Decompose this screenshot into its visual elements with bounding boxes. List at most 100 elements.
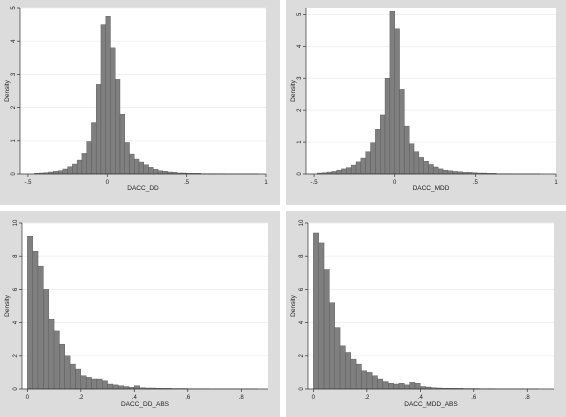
histogram-bar [388, 382, 394, 390]
y-axis-title: Density [4, 294, 11, 316]
y-tick-label: 2 [299, 353, 305, 357]
histogram-bar [452, 171, 458, 175]
histogram-bar [102, 380, 108, 390]
histogram-bar [414, 382, 421, 390]
histogram-bar [53, 171, 59, 175]
histogram-bar [148, 167, 154, 175]
histogram-bar [95, 84, 102, 175]
histogram-bar [428, 164, 434, 175]
histogram-bar [48, 319, 55, 390]
chart-svg-dacc-mdd-abs: 0 2 4 6 8 10 0 .2 .4 .6 .8 DACC_MDD_ABS Density [290, 219, 554, 408]
histogram-bar [62, 168, 68, 175]
histogram-bar [157, 170, 164, 175]
y-tick-label: 10 [299, 219, 305, 226]
histogram-bar [418, 157, 424, 175]
histogram-bar [67, 166, 73, 175]
histogram-bar [143, 164, 149, 175]
y-tick-label: 6 [299, 287, 305, 291]
histogram-bar [124, 142, 130, 175]
histogram-bar [153, 169, 159, 175]
histogram-bar [331, 171, 337, 175]
histogram-bar [384, 78, 391, 175]
x-tick-label: .4 [418, 395, 424, 401]
histogram-bar [129, 153, 135, 175]
histogram-bar [393, 383, 400, 390]
y-tick-label: 2 [11, 105, 17, 109]
x-tick-label: .8 [525, 395, 531, 401]
histogram-bar [329, 302, 335, 390]
histogram-bar [433, 166, 439, 175]
chart-svg-dacc-mdd: 0 1 2 3 4 5 -.5 0 .5 1 DACC_MDD Density [290, 8, 558, 192]
histogram-bar [37, 265, 44, 390]
histogram-panel-dacc-dd: 0 1 2 3 4 5 -.5 0 .5 1 DACC_DD Density [0, 0, 280, 205]
histogram-bar [107, 383, 114, 390]
histogram-bar [134, 385, 140, 390]
histogram-bar [404, 125, 410, 175]
y-tick-label: 0 [13, 387, 19, 391]
y-tick-label: 0 [297, 172, 303, 176]
histogram-bar [438, 168, 444, 175]
histogram-bar [423, 161, 429, 175]
y-tick-label: 5 [11, 6, 17, 10]
histogram-bar [76, 159, 83, 175]
x-tick-label: .5 [184, 180, 190, 186]
histogram-bar [360, 157, 366, 175]
x-tick-label: 0 [26, 395, 30, 401]
histogram-bar [336, 169, 342, 175]
y-tick-label: 6 [13, 287, 19, 291]
histogram-bar [375, 129, 381, 175]
histogram-bar [442, 169, 449, 175]
histogram-bar [134, 158, 140, 175]
x-axis-title: DACC_DD_ABS [121, 401, 170, 408]
histogram-bar [91, 122, 97, 175]
histogram-bar [398, 382, 405, 390]
histogram-bar [361, 370, 368, 390]
histogram-bar [138, 161, 144, 175]
histogram-bar [100, 24, 106, 175]
histogram-bar [27, 236, 33, 390]
histogram-bar [370, 142, 376, 175]
x-axis-title: DACC_DD [127, 185, 159, 192]
histogram-bar [115, 79, 121, 175]
histogram-bar [366, 372, 373, 390]
histogram-bar [85, 377, 92, 390]
histogram-bar [409, 143, 415, 175]
histogram-bar [404, 384, 410, 390]
y-tick-label: 3 [297, 76, 303, 80]
x-tick-label: .4 [132, 395, 138, 401]
histogram-bar [80, 375, 87, 390]
histogram-bar [323, 269, 330, 390]
x-tick-label: 0 [106, 180, 110, 186]
histogram-bar [162, 171, 168, 175]
chart-svg-dacc-dd-abs: 0 2 4 6 8 10 0 .2 .4 .6 .8 DACC_DD_ABS Density [4, 219, 268, 408]
histogram-bar [389, 10, 395, 175]
histogram-bar [355, 363, 362, 390]
histogram-bar [105, 16, 111, 175]
histogram-bar [355, 161, 362, 175]
histogram-bar [350, 358, 357, 390]
x-axis-title: DACC_MDD_ABS [404, 401, 458, 408]
y-axis-title: Density [290, 294, 297, 316]
y-tick-label: 4 [297, 44, 303, 48]
y-tick-label: 2 [13, 353, 19, 357]
histogram-bar [313, 232, 319, 390]
histogram-bar [118, 385, 124, 390]
histogram-bar [64, 355, 71, 390]
y-tick-label: 8 [299, 254, 305, 258]
histogram-bar [409, 382, 416, 390]
histogram-bar [96, 378, 103, 390]
y-tick-label: 1 [297, 140, 303, 144]
x-tick-label: .8 [239, 395, 245, 401]
y-tick-label: 4 [13, 320, 19, 324]
histogram-bar [57, 170, 64, 175]
histogram-bar [75, 368, 82, 390]
x-tick-label: 1 [264, 180, 268, 186]
histogram-bar [350, 164, 357, 175]
y-axis-title: Density [4, 79, 11, 101]
y-axis-title: Density [290, 79, 297, 101]
histogram-bar [420, 386, 426, 390]
histogram-panel-dacc-mdd: 0 1 2 3 4 5 -.5 0 .5 1 DACC_MDD Density [286, 0, 566, 205]
x-tick-label: 0 [393, 180, 397, 186]
histogram-bar [53, 330, 60, 390]
histogram-bar [32, 251, 39, 390]
